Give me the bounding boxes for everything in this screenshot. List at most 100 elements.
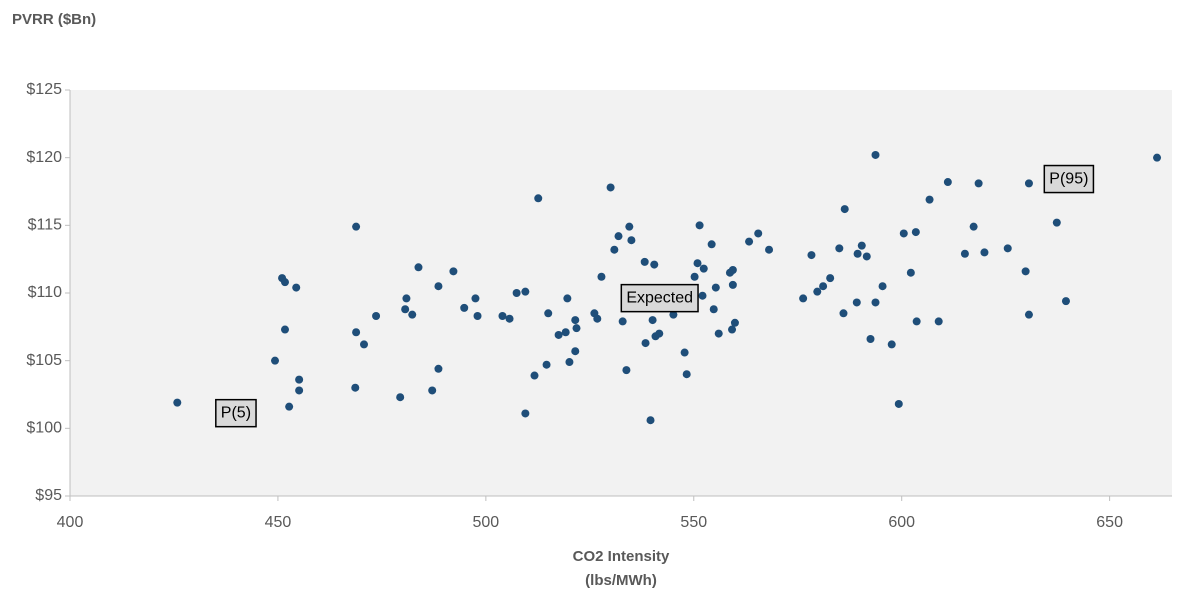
point bbox=[680, 348, 689, 357]
point bbox=[862, 252, 871, 261]
point bbox=[295, 386, 304, 395]
point bbox=[295, 375, 304, 384]
x-tick-label: 550 bbox=[680, 514, 707, 531]
annotation-box bbox=[620, 283, 699, 313]
point bbox=[866, 335, 875, 344]
point bbox=[899, 229, 908, 238]
point bbox=[372, 312, 381, 321]
point bbox=[521, 287, 530, 296]
point bbox=[641, 339, 650, 348]
point bbox=[871, 298, 880, 307]
point bbox=[1024, 179, 1033, 188]
point bbox=[698, 291, 707, 300]
point bbox=[871, 150, 880, 159]
point bbox=[695, 221, 704, 230]
point bbox=[471, 294, 480, 303]
point bbox=[887, 340, 896, 349]
point bbox=[561, 328, 570, 337]
point bbox=[1021, 267, 1030, 276]
annotation: P(5) bbox=[221, 405, 251, 422]
point bbox=[894, 399, 903, 408]
point bbox=[428, 386, 437, 395]
point bbox=[280, 278, 289, 287]
point bbox=[711, 283, 720, 292]
point bbox=[280, 325, 289, 334]
point bbox=[943, 178, 952, 187]
point bbox=[565, 358, 574, 367]
point bbox=[352, 222, 361, 231]
y-tick-label: $120 bbox=[26, 149, 62, 166]
point bbox=[627, 236, 636, 245]
point bbox=[498, 312, 507, 321]
x-tick-label: 400 bbox=[57, 514, 84, 531]
point bbox=[360, 340, 369, 349]
point bbox=[521, 409, 530, 418]
point bbox=[707, 240, 716, 249]
point bbox=[974, 179, 983, 188]
point bbox=[593, 314, 602, 323]
x-tick-label: 450 bbox=[265, 514, 292, 531]
x-axis-title: CO2 Intensity bbox=[573, 548, 670, 565]
point bbox=[434, 364, 443, 373]
point bbox=[614, 232, 623, 241]
point bbox=[807, 251, 816, 260]
point bbox=[646, 416, 655, 425]
y-tick-label: $115 bbox=[28, 217, 63, 234]
point bbox=[709, 305, 718, 314]
point bbox=[408, 310, 417, 319]
point bbox=[292, 283, 301, 292]
y-tick-label: $100 bbox=[26, 420, 62, 437]
y-tick-label: $110 bbox=[28, 284, 63, 301]
y-tick-label: $125 bbox=[26, 81, 62, 98]
point bbox=[534, 194, 543, 203]
x-tick-label: 600 bbox=[888, 514, 915, 531]
point bbox=[669, 310, 678, 319]
point bbox=[571, 316, 580, 325]
point bbox=[434, 282, 443, 291]
point bbox=[840, 205, 849, 214]
point bbox=[754, 229, 763, 238]
point bbox=[402, 294, 411, 303]
point bbox=[693, 259, 702, 268]
point bbox=[813, 287, 822, 296]
y-tick-label: $105 bbox=[26, 352, 62, 369]
point bbox=[650, 260, 659, 269]
point bbox=[857, 241, 866, 250]
point bbox=[912, 317, 921, 326]
point bbox=[682, 370, 691, 379]
point bbox=[618, 317, 627, 326]
point bbox=[173, 398, 182, 407]
point bbox=[925, 195, 934, 204]
point bbox=[512, 289, 521, 297]
point bbox=[1003, 244, 1012, 253]
point bbox=[473, 312, 482, 321]
point bbox=[765, 245, 774, 254]
point bbox=[911, 228, 920, 237]
point bbox=[396, 393, 405, 402]
annotation-box bbox=[215, 398, 257, 428]
point bbox=[542, 360, 551, 369]
point bbox=[690, 272, 699, 281]
point bbox=[980, 248, 989, 257]
point bbox=[625, 222, 634, 231]
point bbox=[351, 383, 360, 392]
point bbox=[728, 325, 737, 334]
x-axis-title: (lbs/MWh) bbox=[585, 572, 657, 589]
point bbox=[839, 309, 848, 318]
point bbox=[271, 356, 280, 365]
point bbox=[460, 303, 469, 312]
point bbox=[655, 329, 664, 338]
point bbox=[745, 237, 754, 246]
point bbox=[401, 305, 410, 314]
annotation: P(95) bbox=[1049, 171, 1088, 188]
annotation-box bbox=[1043, 164, 1095, 194]
point bbox=[505, 314, 514, 323]
point bbox=[648, 316, 657, 325]
point bbox=[610, 245, 619, 254]
point bbox=[934, 317, 943, 326]
point bbox=[799, 294, 808, 303]
point bbox=[530, 371, 539, 380]
point bbox=[728, 265, 737, 274]
point bbox=[554, 330, 563, 339]
